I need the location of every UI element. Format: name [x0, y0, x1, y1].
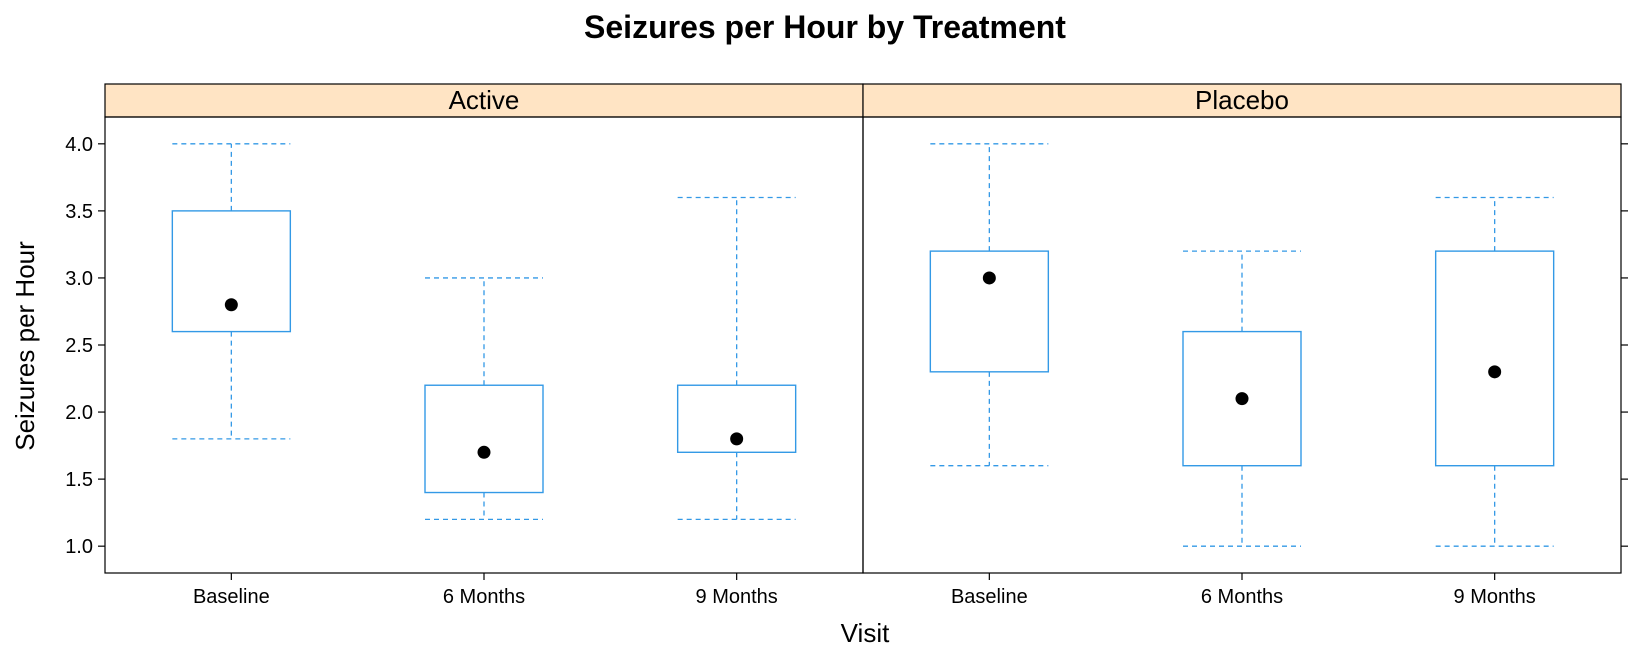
strip-label: Active [449, 85, 520, 115]
strip-label: Placebo [1195, 85, 1289, 115]
iqr-box [171, 210, 292, 333]
x-tick-label: 9 Months [696, 586, 778, 608]
x-axis-label: Visit [841, 618, 890, 648]
x-tick-label: Baseline [193, 586, 270, 608]
iqr-box [929, 250, 1050, 373]
iqr-box [676, 384, 797, 453]
median-dot [224, 298, 238, 312]
panels: Active Baseline 6 Months 9 Months Placebo Bas… [104, 83, 1622, 608]
x-tick-label: Baseline [951, 586, 1028, 608]
y-tick-label: 1.5 [65, 469, 93, 491]
box-6-months [1182, 250, 1302, 547]
median-dot [477, 445, 491, 459]
y-tick-label: 2.5 [65, 335, 93, 357]
y-tick-label: 3.0 [65, 268, 93, 290]
x-tick-label: 6 Months [1201, 586, 1283, 608]
y-tick-label: 3.5 [65, 201, 93, 223]
y-tick-label: 1.0 [65, 536, 93, 558]
box-6-months [424, 277, 544, 521]
box-9-months [1434, 196, 1555, 547]
panel-placebo: Placebo Baseline 6 Months 9 Months [862, 83, 1622, 608]
x-tick-label: 9 Months [1454, 586, 1536, 608]
iqr-box [424, 384, 544, 494]
panel-active: Active Baseline 6 Months 9 Months [104, 83, 864, 608]
box-baseline [929, 143, 1050, 467]
x-tick-label: 6 Months [443, 586, 525, 608]
median-dot [982, 271, 996, 285]
y-axis-label: Seizures per Hour [10, 241, 40, 451]
strip-background [862, 83, 1622, 118]
strip-background [104, 83, 864, 118]
median-dot [1235, 392, 1249, 406]
y-tick-label: 2.0 [65, 402, 93, 424]
chart-title: Seizures per Hour by Treatment [584, 9, 1066, 45]
box-9-months [676, 196, 797, 521]
box-baseline [171, 143, 292, 440]
y-axis-left: 1.0 1.5 2.0 2.5 3.0 3.5 4.0 [65, 134, 105, 558]
iqr-box [1434, 250, 1555, 467]
median-dot [730, 432, 744, 446]
y-axis-right [1621, 143, 1628, 547]
y-tick-label: 4.0 [65, 134, 93, 156]
median-dot [1488, 365, 1502, 379]
iqr-box [1182, 330, 1302, 467]
